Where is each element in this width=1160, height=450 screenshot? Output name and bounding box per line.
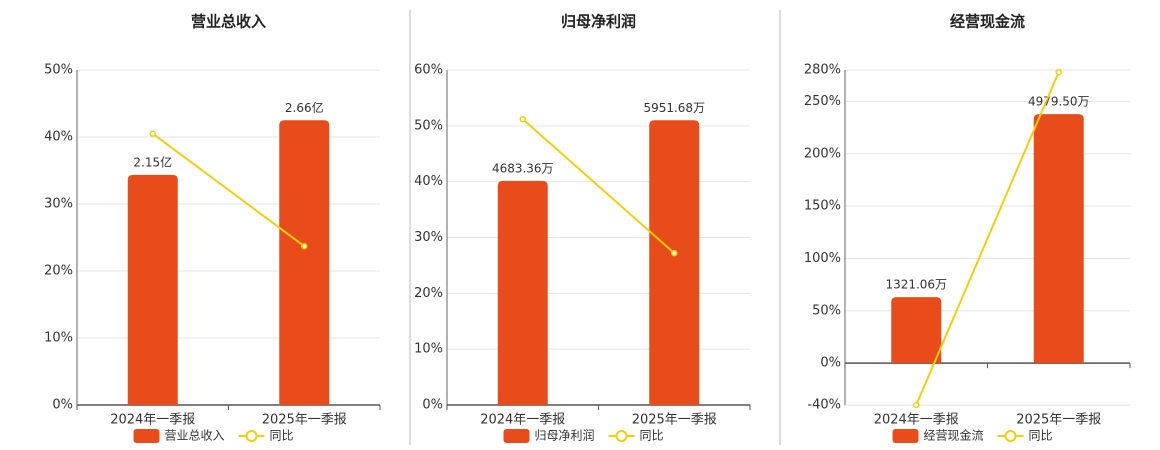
data-label: 2.15亿: [133, 154, 172, 169]
line-point: [913, 401, 920, 409]
x-tick-label: 2024年一季报: [874, 413, 959, 428]
data-label: 4683.36万: [492, 161, 554, 175]
chart-title: 归母净利润: [561, 13, 636, 31]
legend-swatch: [503, 429, 530, 443]
y-tick-label: 50%: [812, 303, 841, 318]
bar: [649, 120, 700, 406]
legend-swatch: [615, 430, 628, 442]
line-point: [301, 242, 308, 250]
y-tick-label: 250%: [804, 94, 841, 109]
bar: [279, 120, 330, 405]
line: [915, 71, 1060, 406]
y-tick-label: 150%: [804, 199, 841, 214]
y-tick-label: 0%: [820, 356, 841, 371]
legend-label: 营业总收入: [165, 429, 225, 443]
legend-swatch: [892, 429, 919, 443]
y-tick-label: 20%: [414, 286, 443, 301]
bar: [891, 297, 942, 364]
bar: [1033, 114, 1084, 364]
data-label: 5951.68万: [643, 101, 705, 115]
chart-title: 营业总收入: [191, 13, 266, 31]
legend-swatch: [1004, 430, 1017, 442]
y-tick-label: 50%: [44, 63, 73, 78]
y-tick-label: 0%: [52, 398, 73, 413]
y-tick-label: 100%: [804, 251, 841, 266]
y-tick-label: 20%: [44, 264, 73, 279]
x-tick-label: 2025年一季报: [1016, 413, 1101, 428]
bar: [497, 180, 548, 405]
line-point: [1055, 68, 1062, 76]
y-tick-label: -40%: [807, 398, 841, 413]
legend-swatch: [133, 429, 160, 443]
legend-swatch: [245, 430, 258, 442]
y-tick-label: 40%: [44, 130, 73, 145]
data-label: 4979.50万: [1028, 95, 1090, 109]
x-tick-label: 2025年一季报: [262, 413, 347, 428]
legend-label: 归母净利润: [535, 429, 595, 443]
legend-label: 经营现金流: [924, 428, 984, 443]
chart-title: 经营现金流: [950, 13, 1025, 31]
y-tick-label: 60%: [414, 63, 443, 78]
line-point: [519, 115, 526, 123]
line-point: [671, 249, 678, 257]
data-label: 2.66亿: [285, 100, 324, 115]
y-tick-label: 0%: [422, 398, 443, 413]
y-tick-label: 30%: [414, 230, 443, 245]
y-tick-label: 200%: [804, 146, 841, 161]
legend-label: 同比: [1029, 429, 1053, 443]
line: [152, 132, 305, 248]
y-tick-label: 10%: [414, 342, 443, 357]
line: [522, 118, 675, 254]
x-tick-label: 2025年一季报: [632, 413, 717, 428]
y-tick-label: 10%: [44, 331, 73, 346]
y-tick-label: 280%: [804, 63, 841, 78]
x-tick-label: 2024年一季报: [480, 413, 565, 428]
y-tick-label: 30%: [44, 197, 73, 212]
y-tick-label: 50%: [414, 118, 443, 133]
x-tick-label: 2024年一季报: [110, 413, 195, 428]
legend-label: 同比: [270, 429, 294, 443]
legend-label: 同比: [640, 429, 664, 443]
y-tick-label: 40%: [414, 174, 443, 189]
data-label: 1321.06万: [885, 278, 947, 292]
line-point: [149, 130, 156, 137]
bar: [127, 174, 178, 405]
